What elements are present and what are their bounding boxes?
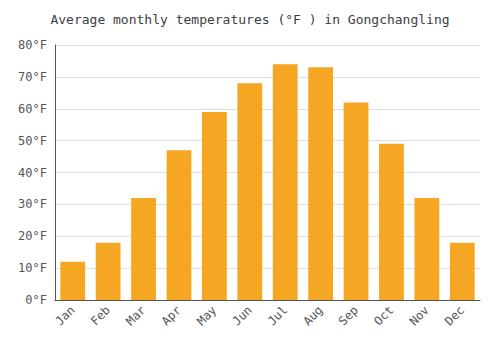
svg-text:20°F: 20°F xyxy=(18,229,47,243)
svg-text:May: May xyxy=(194,303,219,328)
svg-text:60°F: 60°F xyxy=(18,102,47,116)
svg-text:Oct: Oct xyxy=(371,303,396,328)
svg-text:Mar: Mar xyxy=(123,303,148,328)
svg-text:Jan: Jan xyxy=(52,303,77,328)
svg-text:40°F: 40°F xyxy=(18,166,47,180)
svg-text:Jun: Jun xyxy=(230,303,255,328)
svg-text:0°F: 0°F xyxy=(25,293,47,307)
svg-text:Aug: Aug xyxy=(300,303,325,328)
svg-text:Nov: Nov xyxy=(407,303,432,328)
svg-text:10°F: 10°F xyxy=(18,261,47,275)
svg-text:Jul: Jul xyxy=(265,303,290,328)
svg-text:50°F: 50°F xyxy=(18,134,47,148)
svg-text:Average monthly temperatures (: Average monthly temperatures (°F ) in Go… xyxy=(50,12,449,27)
svg-text:Sep: Sep xyxy=(336,303,361,328)
svg-text:70°F: 70°F xyxy=(18,70,47,84)
svg-text:Dec: Dec xyxy=(442,303,467,328)
svg-text:80°F: 80°F xyxy=(18,38,47,52)
svg-text:30°F: 30°F xyxy=(18,197,47,211)
svg-text:Feb: Feb xyxy=(88,303,113,328)
svg-text:Apr: Apr xyxy=(159,303,184,328)
